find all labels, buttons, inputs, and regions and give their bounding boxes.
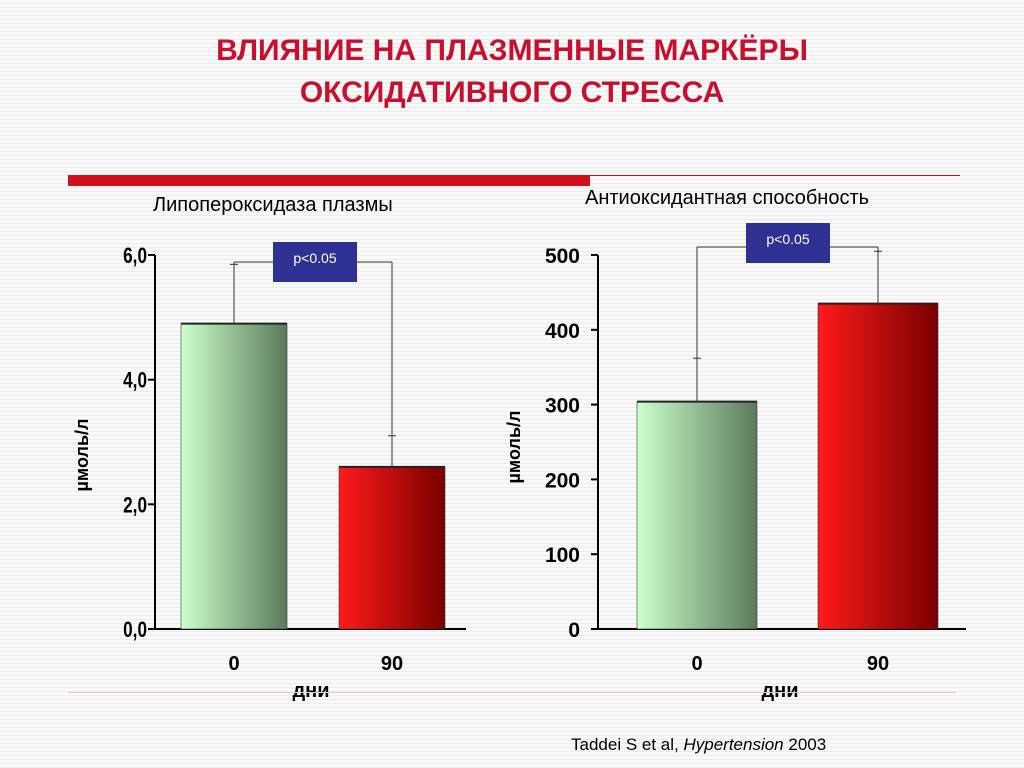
chart-2-y-tick-label: 400 — [545, 320, 580, 343]
citation-year: 2003 — [783, 735, 827, 754]
chart-1-bar — [180, 323, 288, 630]
chart-1-title: Липопероксидаза плазмы — [153, 194, 393, 216]
chart-2-category-label: 0 — [691, 653, 702, 675]
chart-2-bar — [817, 303, 939, 630]
chart-2-y-tick-label: 0 — [568, 619, 580, 642]
page-title: ВЛИЯНИЕ НА ПЛАЗМЕННЫЕ МАРКЁРЫ ОКСИДАТИВН… — [0, 30, 1024, 114]
chart-1-pvalue-label: p<0.05 — [293, 250, 336, 266]
citation-author: Taddei S et al, — [571, 735, 684, 754]
page-title-line-2: ОКСИДАТИВНОГО СТРЕССА — [299, 76, 725, 109]
chart-1-y-tick-label: 4,0 — [123, 369, 147, 394]
chart-2-y-tick-label: 300 — [545, 395, 580, 418]
chart-2-bar — [636, 401, 758, 630]
chart-2-pvalue-label: p<0.05 — [766, 231, 809, 247]
page-title-line-1: ВЛИЯНИЕ НА ПЛАЗМЕННЫЕ МАРКЁРЫ — [216, 34, 808, 67]
chart-2-pvalue-box — [746, 223, 830, 263]
chart-1-y-tick-label: 2,0 — [123, 493, 147, 518]
bottom-rule — [68, 692, 956, 693]
chart-1-y-tick-label: 6,0 — [123, 244, 147, 269]
chart-2-title: Антиоксидантная способность — [585, 187, 870, 209]
chart-1-bar — [338, 466, 446, 630]
chart-1-category-label: 90 — [381, 653, 403, 675]
chart-2-y-tick-label: 200 — [545, 469, 580, 492]
citation: Taddei S et al, Hypertension 2003 — [571, 735, 826, 755]
chart-1-category-label: 0 — [228, 653, 239, 675]
chart-2-y-tick-label: 500 — [545, 245, 580, 268]
title-rule-thick — [68, 175, 590, 186]
chart-2-x-axis-title: дни — [761, 680, 798, 702]
citation-journal: Hypertension — [683, 735, 784, 754]
chart-1-y-tick-label: 0,0 — [123, 618, 147, 643]
chart-1-pvalue-box — [273, 242, 357, 282]
chart-1-x-axis-title: дни — [292, 680, 329, 702]
chart-2-y-axis-title: µмоль/л — [504, 411, 524, 484]
title-rule-thin — [590, 175, 960, 176]
chart-2-y-tick-label: 100 — [545, 544, 580, 567]
chart-1-y-axis-title: µмоль/л — [72, 419, 92, 492]
chart-2-category-label: 90 — [867, 653, 889, 675]
